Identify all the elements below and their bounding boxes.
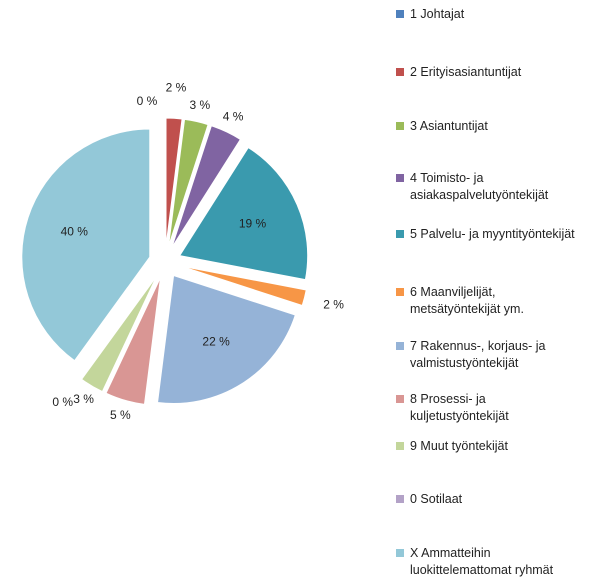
pie-slice: [21, 128, 151, 362]
legend-label: 5 Palvelu- ja myyntityöntekijät: [410, 227, 575, 241]
legend-swatch: [396, 10, 404, 18]
legend-swatch: [396, 549, 404, 557]
legend-item: 8 Prosessi- ja kuljetustyöntekijät: [396, 391, 582, 425]
legend-item: 6 Maanviljelijät, metsätyöntekijät ym.: [396, 284, 582, 318]
pie-slice: [80, 275, 158, 393]
legend-label: 4 Toimisto- ja asiakaspalvelutyöntekijät: [410, 171, 549, 202]
legend-swatch: [396, 122, 404, 130]
legend-swatch: [396, 442, 404, 450]
pie-slice: [156, 274, 296, 404]
data-label: 3 %: [190, 98, 211, 112]
legend-item: 1 Johtajat: [396, 6, 582, 23]
data-label: 2 %: [323, 297, 344, 311]
legend-item: 5 Palvelu- ja myyntityöntekijät: [396, 226, 582, 243]
data-label: 3 %: [73, 392, 94, 406]
legend-item: 0 Sotilaat: [396, 491, 582, 508]
legend-label: 7 Rakennus-, korjaus- ja valmistustyönte…: [410, 339, 546, 370]
data-label: 5 %: [110, 408, 131, 422]
legend-item: 7 Rakennus-, korjaus- ja valmistustyönte…: [396, 338, 582, 372]
pie-slice: [165, 117, 183, 247]
legend-item: X Ammatteihin luokittelemattomat ryhmät: [396, 545, 582, 579]
pie-slice: [167, 118, 209, 247]
pie-slice: [171, 125, 242, 248]
legend-item: 2 Erityisasiantuntijat: [396, 64, 582, 81]
data-label: 0 %: [137, 94, 158, 108]
legend-item: 4 Toimisto- ja asiakaspalvelutyöntekijät: [396, 170, 582, 204]
data-label: 40 %: [61, 225, 89, 239]
legend-label: 3 Asiantuntijat: [410, 119, 488, 133]
data-label: 22 %: [202, 335, 230, 349]
pie-slice: [105, 277, 162, 405]
legend-label: 0 Sotilaat: [410, 492, 463, 506]
data-label: 2 %: [166, 81, 187, 95]
pie-slice: [180, 265, 307, 307]
legend-label: 9 Muut työntekijät: [410, 439, 508, 453]
legend-swatch: [396, 174, 404, 182]
pie-slice: [178, 146, 309, 281]
data-label: 19 %: [239, 216, 267, 230]
legend-swatch: [396, 68, 404, 76]
data-label: 4 %: [223, 109, 244, 123]
legend-swatch: [396, 395, 404, 403]
legend-label: 2 Erityisasiantuntijat: [410, 65, 522, 79]
legend-swatch: [396, 495, 404, 503]
legend-item: 3 Asiantuntijat: [396, 118, 582, 135]
pie-area: 0 %2 %3 %4 %19 %2 %22 %5 %3 %0 %40 %: [21, 81, 344, 422]
legend-item: 9 Muut työntekijät: [396, 438, 582, 455]
legend-label: 8 Prosessi- ja kuljetustyöntekijät: [410, 392, 509, 423]
legend-swatch: [396, 342, 404, 350]
data-label: 0 %: [52, 395, 73, 409]
legend-label: X Ammatteihin luokittelemattomat ryhmät: [410, 546, 554, 577]
legend-swatch: [396, 230, 404, 238]
legend-label: 6 Maanviljelijät, metsätyöntekijät ym.: [410, 285, 524, 316]
pie-slice: [79, 274, 156, 379]
legend-label: 1 Johtajat: [410, 7, 465, 21]
legend-swatch: [396, 288, 404, 296]
